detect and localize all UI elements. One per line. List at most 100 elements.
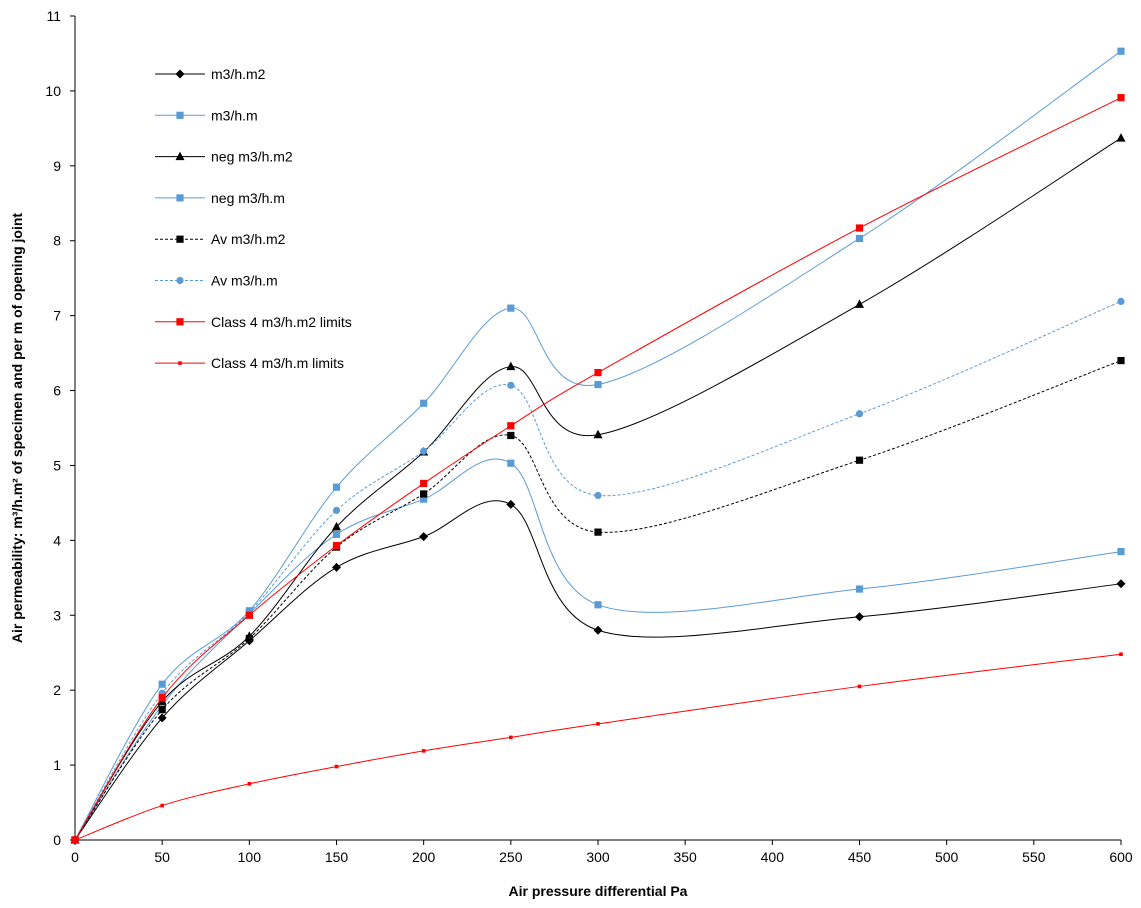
data-point xyxy=(247,782,252,786)
data-point xyxy=(509,735,513,740)
data-point xyxy=(158,694,166,702)
x-tick-label: 350 xyxy=(673,849,697,865)
data-point xyxy=(420,399,428,407)
data-point xyxy=(420,479,428,488)
y-axis-title: Air permeability: m³/h.m² of specimen an… xyxy=(9,213,25,643)
data-point xyxy=(507,304,515,312)
series-8 xyxy=(73,652,1123,842)
legend-marker xyxy=(175,69,185,79)
x-tick-label: 250 xyxy=(499,849,523,865)
legend-label: Av m3/h.m2 xyxy=(211,231,286,247)
series-line xyxy=(74,653,1122,841)
y-tick-label: 10 xyxy=(45,83,61,99)
x-tick-label: 550 xyxy=(1022,849,1046,865)
data-point xyxy=(332,562,341,572)
x-tick-label: 450 xyxy=(848,849,872,865)
data-point xyxy=(506,361,516,371)
legend-item: neg m3/h.m2 xyxy=(155,149,293,165)
series-line xyxy=(74,360,1122,841)
data-point xyxy=(160,803,164,808)
data-point xyxy=(594,528,602,536)
data-point xyxy=(1117,548,1125,556)
y-tick-label: 3 xyxy=(53,607,61,623)
legend-marker xyxy=(175,151,185,161)
series-1 xyxy=(70,499,1126,845)
data-point xyxy=(420,495,428,503)
x-tick-label: 150 xyxy=(325,849,349,865)
data-point xyxy=(332,521,341,531)
data-point xyxy=(1117,47,1125,55)
series-2 xyxy=(71,458,1125,844)
y-tick-label: 5 xyxy=(53,457,61,473)
data-point xyxy=(596,722,600,726)
data-point xyxy=(855,299,864,308)
y-tick-label: 2 xyxy=(53,682,61,698)
data-point xyxy=(855,456,864,464)
data-point xyxy=(507,422,515,430)
y-tick-label: 8 xyxy=(53,233,61,249)
legend-marker xyxy=(178,361,182,365)
data-point xyxy=(420,447,428,455)
y-tick-label: 7 xyxy=(53,308,61,324)
y-tick-label: 4 xyxy=(53,532,61,548)
data-point xyxy=(594,601,602,609)
data-point xyxy=(594,380,602,389)
series-7 xyxy=(71,94,1125,844)
data-point xyxy=(594,491,602,500)
data-point xyxy=(157,713,167,723)
y-tick-label: 11 xyxy=(46,8,61,24)
data-point xyxy=(1117,356,1125,365)
legend-marker xyxy=(176,111,184,119)
data-point xyxy=(332,542,341,550)
series-line xyxy=(74,458,1122,841)
data-point xyxy=(506,499,516,509)
data-point xyxy=(419,532,429,542)
x-tick-label: 0 xyxy=(71,849,79,865)
data-point xyxy=(332,530,341,538)
legend-item: Class 4 m3/h.m limits xyxy=(155,355,344,371)
data-point xyxy=(857,684,862,689)
legend-marker xyxy=(176,318,184,326)
data-point xyxy=(420,490,428,498)
data-point xyxy=(1116,133,1126,142)
legend-label: m3/h.m xyxy=(211,107,258,123)
data-point xyxy=(593,429,603,439)
legend-item: Class 4 m3/h.m2 limits xyxy=(155,314,352,330)
legend-marker xyxy=(176,235,184,243)
y-tick-label: 1 xyxy=(53,757,61,773)
data-point xyxy=(332,483,341,491)
data-point xyxy=(594,368,602,377)
data-point xyxy=(158,706,166,714)
series-line xyxy=(74,97,1122,841)
legend-label: neg m3/h.m xyxy=(211,190,285,206)
data-point xyxy=(158,701,166,709)
legend-marker xyxy=(176,276,184,285)
data-point xyxy=(245,634,253,643)
axes: 0 50 100 150 200 250 300 350 400 450 500 550 600 0 1 2 3… xyxy=(45,8,1132,865)
series-line xyxy=(74,500,1122,841)
data-point xyxy=(1117,297,1125,306)
data-point xyxy=(593,625,603,635)
data-point xyxy=(332,506,341,514)
legend-label: Av m3/h.m xyxy=(211,273,278,289)
legend-label: Class 4 m3/h.m limits xyxy=(211,355,344,371)
series-line xyxy=(74,50,1122,841)
data-point xyxy=(507,459,515,467)
x-tick-label: 300 xyxy=(586,849,610,865)
data-point xyxy=(1117,94,1125,102)
legend-item: Av m3/h.m2 xyxy=(155,231,286,247)
legend-item: neg m3/h.m xyxy=(155,190,285,206)
data-point xyxy=(855,224,864,232)
y-tick-label: 6 xyxy=(53,383,61,399)
x-tick-label: 100 xyxy=(238,849,262,865)
data-point xyxy=(73,838,77,842)
series-group xyxy=(70,47,1126,845)
legend: m3/h.m2 m3/h.m neg m3/h.m2 neg m3/h.m Av m3/… xyxy=(155,66,352,371)
series-6 xyxy=(71,297,1125,844)
y-tick-label: 9 xyxy=(53,158,61,174)
data-point xyxy=(334,764,339,769)
x-axis-title: Air pressure differential Pa xyxy=(509,883,688,899)
x-tick-label: 500 xyxy=(935,849,959,865)
data-point xyxy=(421,749,426,753)
